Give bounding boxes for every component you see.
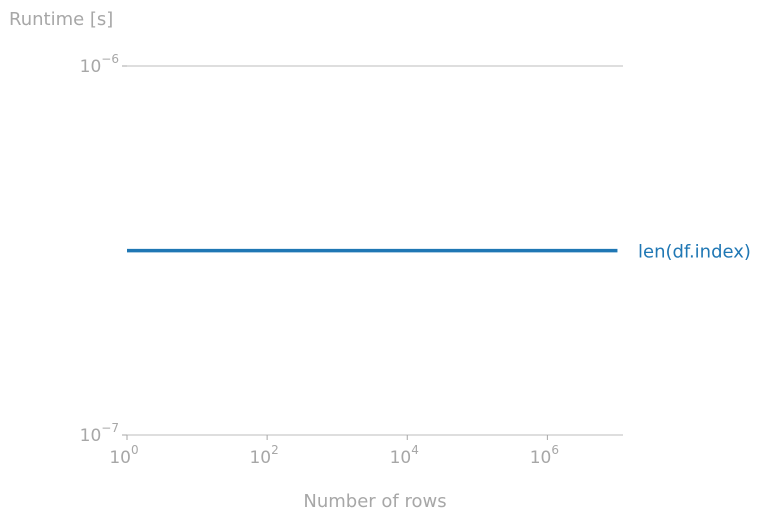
y-tick-label: 10−7 — [80, 421, 119, 446]
series-label: len(df.index) — [638, 242, 751, 263]
x-axis-label: Number of rows — [303, 491, 446, 512]
x-tick-label: 106 — [530, 443, 559, 468]
x-tick-label: 104 — [390, 443, 419, 468]
x-tick-label: 100 — [109, 443, 138, 468]
y-axis-label: Runtime [s] — [9, 9, 113, 30]
axes-layer — [122, 65, 623, 440]
x-tick-label: 102 — [249, 443, 278, 468]
y-tick-label: 10−6 — [80, 52, 119, 77]
